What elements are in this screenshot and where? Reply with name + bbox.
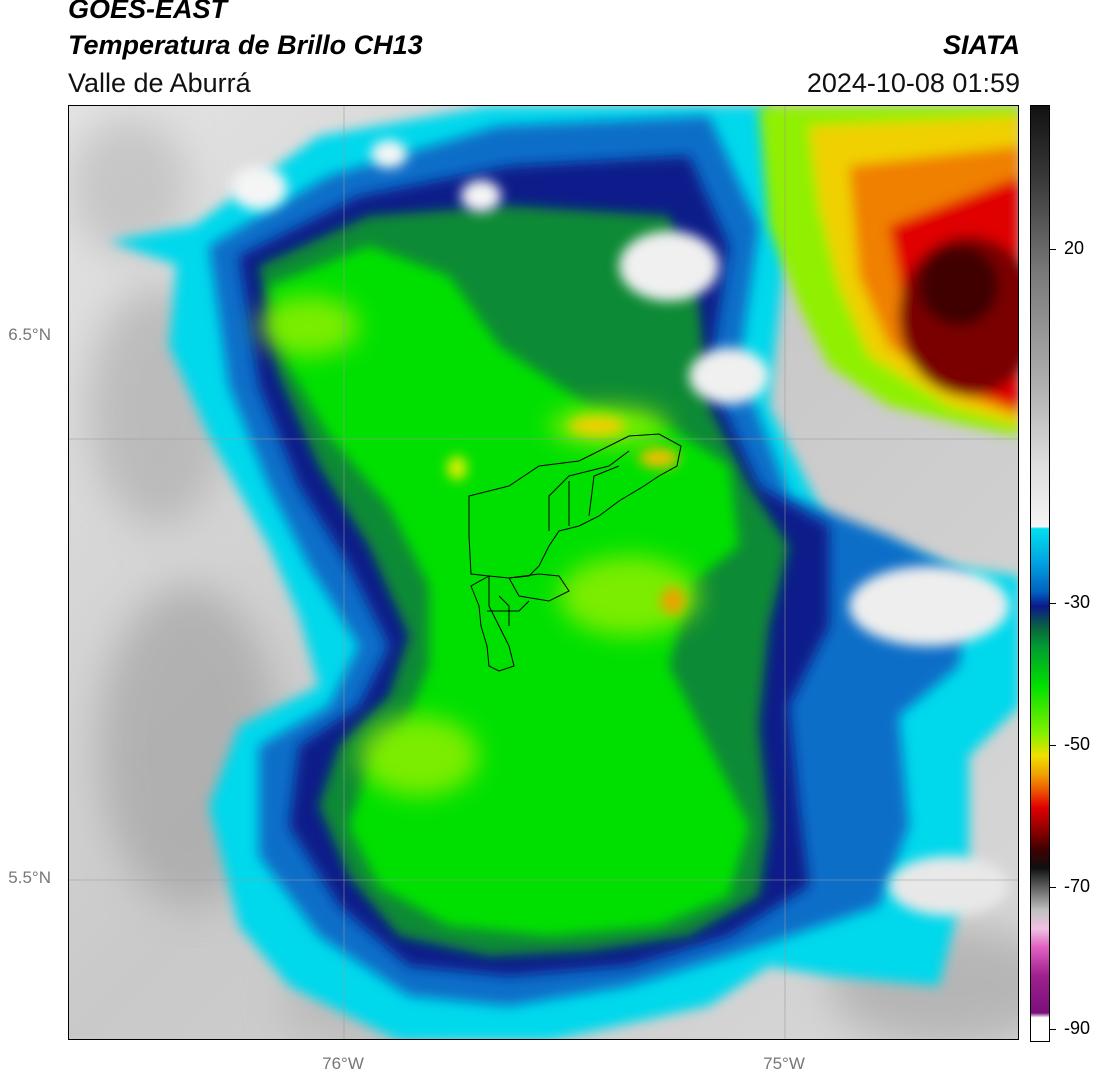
- colorbar-label-20: 20: [1064, 238, 1085, 258]
- brightness-temperature-field: [69, 106, 1018, 1039]
- clear-sky-holes: [231, 140, 1009, 916]
- colorbar-label-neg90: -90: [1064, 1018, 1091, 1038]
- convective-cores: [447, 416, 685, 615]
- colorbar: [1030, 105, 1050, 1042]
- title-organization: SIATA: [943, 30, 1020, 60]
- colorbar-label-neg50: -50: [1064, 734, 1091, 754]
- northeast-cell: [759, 106, 1018, 436]
- municipal-boundaries: [468, 433, 682, 672]
- title-satellite: GOES-EAST: [68, 0, 228, 24]
- colorbar-tick: [1050, 887, 1056, 888]
- colorbar-tick: [1050, 1029, 1056, 1030]
- title-product: Temperatura de Brillo CH13: [68, 30, 423, 60]
- title-datetime: 2024-10-08 01:59: [806, 68, 1020, 98]
- colorbar-tick: [1050, 249, 1056, 250]
- colorbar-tick: [1050, 603, 1056, 604]
- colorbar-tick: [1050, 745, 1056, 746]
- lat-label-5-5: 5.5°N: [8, 868, 51, 887]
- colorbar-label-neg70: -70: [1064, 876, 1091, 896]
- title-region: Valle de Aburrá: [68, 68, 251, 98]
- lat-label-6-5: 6.5°N: [8, 325, 51, 344]
- colorbar-label-neg30: -30: [1064, 592, 1091, 612]
- lon-label-76w: 76°W: [322, 1054, 364, 1073]
- graticule: [69, 106, 1018, 1039]
- lon-label-75w: 75°W: [763, 1054, 805, 1073]
- satellite-map[interactable]: [68, 105, 1019, 1040]
